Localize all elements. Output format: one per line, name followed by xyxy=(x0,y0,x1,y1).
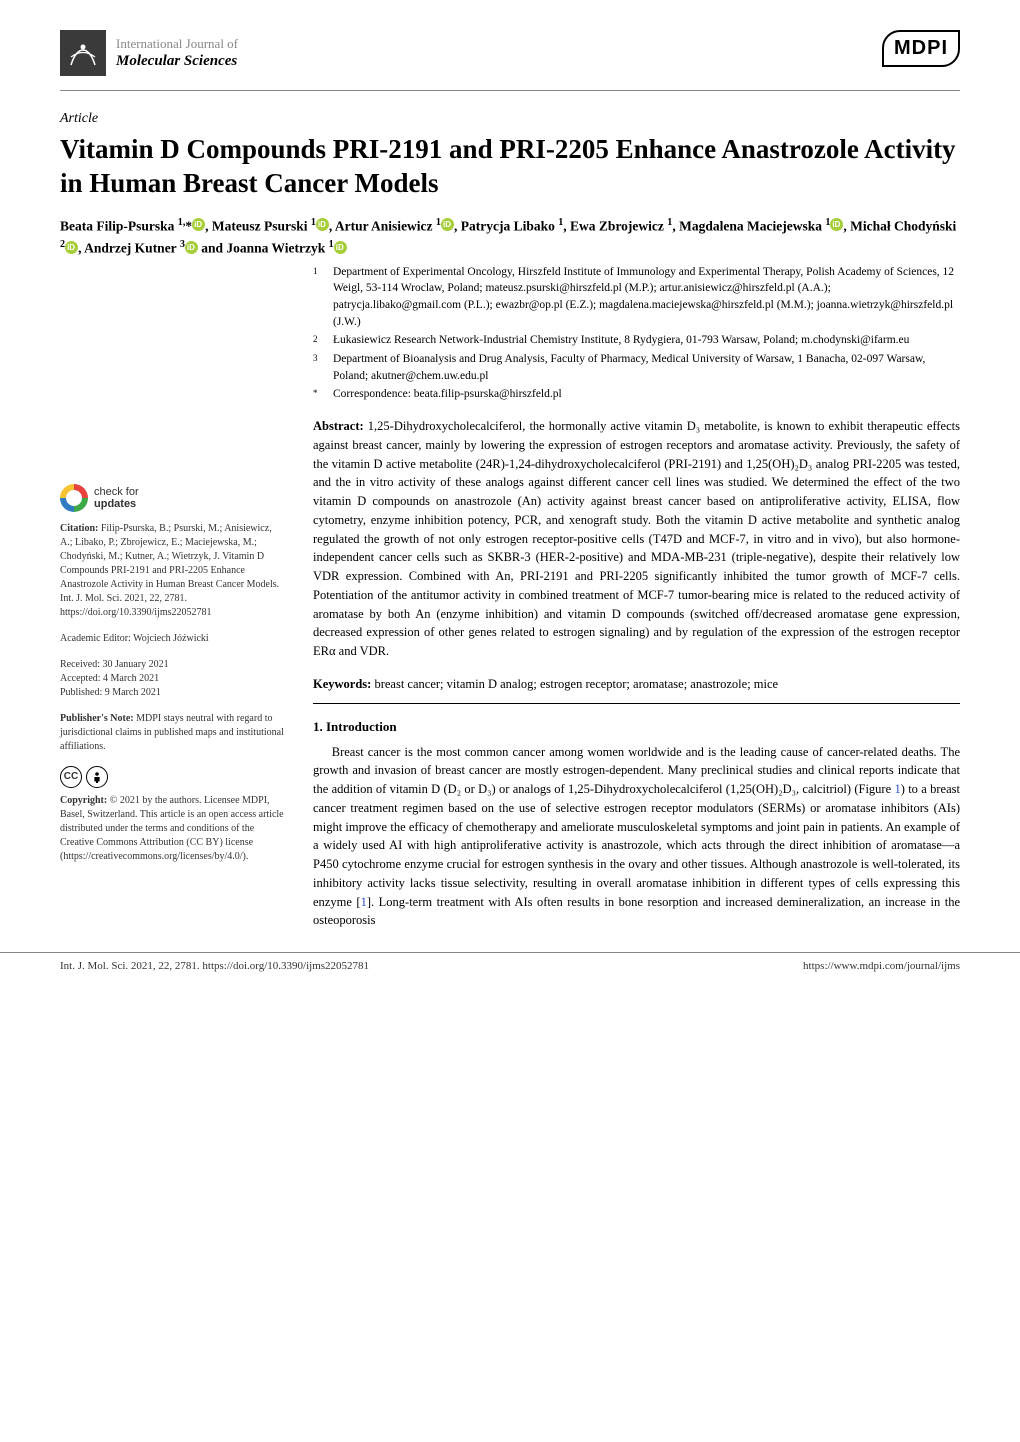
check-updates-icon xyxy=(60,484,88,512)
affiliation-number: 2 xyxy=(313,332,323,349)
check-for-updates[interactable]: check forupdates xyxy=(60,484,285,512)
cc-badges: CC xyxy=(60,766,285,788)
accepted-date: Accepted: 4 March 2021 xyxy=(60,672,285,686)
affiliation-text: Łukasiewicz Research Network-Industrial … xyxy=(333,332,909,349)
keywords-label: Keywords: xyxy=(313,677,371,691)
topbar: International Journal of Molecular Scien… xyxy=(0,0,1020,86)
affiliation-text: Correspondence: beata.filip-psurska@hirs… xyxy=(333,386,562,403)
journal-name: International Journal of Molecular Scien… xyxy=(116,36,238,71)
figure-link-1[interactable]: 1 xyxy=(894,782,900,796)
publisher-logo: MDPI xyxy=(882,30,960,67)
affiliation-number: * xyxy=(313,386,323,403)
sidebar: check forupdates Citation: Filip-Psurska… xyxy=(60,264,285,931)
two-column-layout: check forupdates Citation: Filip-Psurska… xyxy=(0,264,1020,931)
section-1-title: 1. Introduction xyxy=(313,718,960,737)
copyright-label: Copyright: xyxy=(60,795,107,806)
received-date: Received: 30 January 2021 xyxy=(60,658,285,672)
by-icon xyxy=(86,766,108,788)
citation-block: Citation: Filip-Psurska, B.; Psurski, M.… xyxy=(60,522,285,620)
affiliation-text: Department of Bioanalysis and Drug Analy… xyxy=(333,351,960,384)
journal-icon xyxy=(60,30,106,76)
abstract-text: 1,25-Dihydroxycholecalciferol, the hormo… xyxy=(313,419,960,658)
editor-name: Wojciech Jóźwicki xyxy=(133,633,209,644)
affiliation-number: 3 xyxy=(313,351,323,384)
keywords-text: breast cancer; vitamin D analog; estroge… xyxy=(374,677,778,691)
published-date: Published: 9 March 2021 xyxy=(60,686,285,700)
journal-name-line1: International Journal of xyxy=(116,36,238,52)
footer-right: https://www.mdpi.com/journal/ijms xyxy=(803,959,960,975)
citation-text: Filip-Psurska, B.; Psurski, M.; Anisiewi… xyxy=(60,523,279,618)
editor-label: Academic Editor: xyxy=(60,633,131,644)
article-title: Vitamin D Compounds PRI-2191 and PRI-220… xyxy=(60,133,960,201)
cc-icon: CC xyxy=(60,766,82,788)
affiliation-text: Department of Experimental Oncology, Hir… xyxy=(333,264,960,331)
article-type: Article xyxy=(60,109,960,129)
journal-brand: International Journal of Molecular Scien… xyxy=(60,30,238,76)
affiliation-list: 1Department of Experimental Oncology, Hi… xyxy=(313,264,960,403)
journal-name-line2: Molecular Sciences xyxy=(116,52,238,71)
affiliation-item: 2 Łukasiewicz Research Network-Industrial… xyxy=(313,332,960,349)
keywords: Keywords: breast cancer; vitamin D analo… xyxy=(313,675,960,693)
affiliation-number: 1 xyxy=(313,264,323,331)
page: International Journal of Molecular Scien… xyxy=(0,0,1020,1005)
abstract-label: Abstract: xyxy=(313,419,364,433)
header-block: Article Vitamin D Compounds PRI-2191 and… xyxy=(0,95,1020,264)
sidebar-spacer xyxy=(60,264,285,484)
abstract: Abstract: 1,25-Dihydroxycholecalciferol,… xyxy=(313,417,960,661)
footer: Int. J. Mol. Sci. 2021, 22, 2781. https:… xyxy=(0,952,1020,1005)
main-column: 1Department of Experimental Oncology, Hi… xyxy=(313,264,960,931)
affiliation-item: 3 Department of Bioanalysis and Drug Anal… xyxy=(313,351,960,384)
footer-left: Int. J. Mol. Sci. 2021, 22, 2781. https:… xyxy=(60,959,369,975)
editor-block: Academic Editor: Wojciech Jóźwicki xyxy=(60,632,285,646)
keywords-rule xyxy=(313,703,960,704)
top-rule xyxy=(60,90,960,91)
affiliation-item: 1Department of Experimental Oncology, Hi… xyxy=(313,264,960,331)
dates-block: Received: 30 January 2021 Accepted: 4 Ma… xyxy=(60,658,285,700)
copyright-block: Copyright: © 2021 by the authors. Licens… xyxy=(60,794,285,864)
section-1-body: Breast cancer is the most common cancer … xyxy=(313,743,960,931)
publisher-note-block: Publisher's Note: MDPI stays neutral wit… xyxy=(60,712,285,754)
citation-label: Citation: xyxy=(60,523,98,534)
check-updates-label: check forupdates xyxy=(94,486,139,510)
publisher-note-label: Publisher's Note: xyxy=(60,713,134,724)
authors: Beata Filip-Psurska 1,*, Mateusz Psurski… xyxy=(60,215,960,260)
affiliation-item: * Correspondence: beata.filip-psurska@hir… xyxy=(313,386,960,403)
citation-link-1[interactable]: 1 xyxy=(361,895,367,909)
